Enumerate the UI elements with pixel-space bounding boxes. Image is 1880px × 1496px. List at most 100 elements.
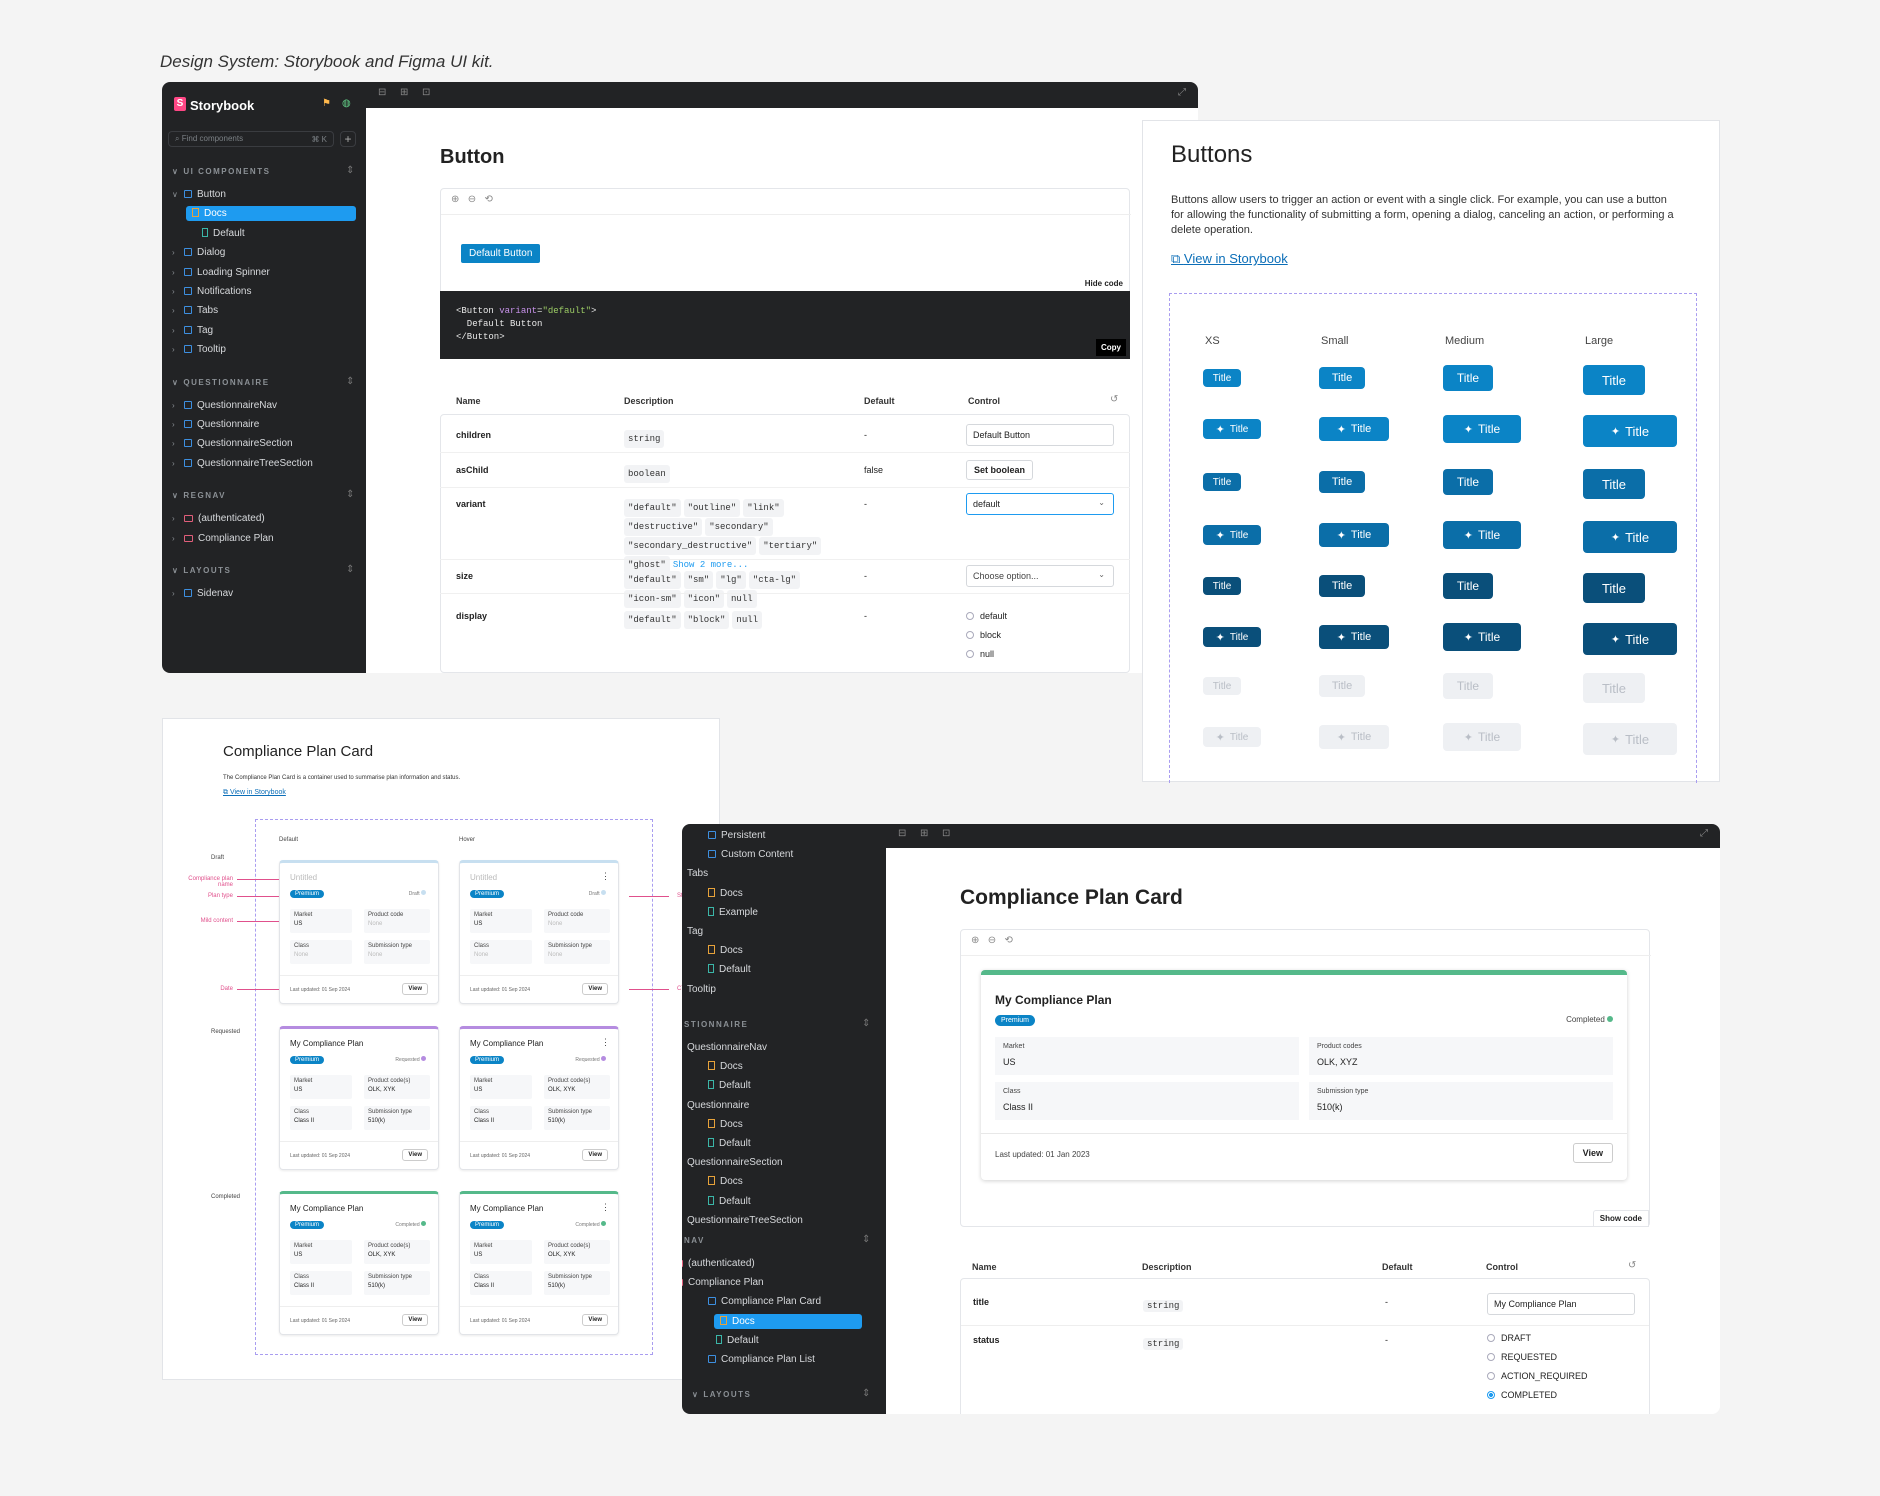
plan-card[interactable]: Untitled Premium Draft Market US Product cod… <box>279 860 439 1004</box>
status-radio[interactable]: COMPLETED <box>1487 1390 1557 1400</box>
title-button[interactable]: Title <box>1319 675 1365 697</box>
children-input[interactable]: Default Button <box>966 424 1114 446</box>
sidebar-item[interactable]: Default <box>708 1138 751 1149</box>
icon-title-button[interactable]: ✦ Title <box>1583 623 1677 655</box>
plan-card[interactable]: My Compliance Plan ⋮ Premium Completed Mark… <box>459 1191 619 1335</box>
zoom-out-icon[interactable]: ⊖ <box>467 194 477 205</box>
view-button[interactable]: View <box>402 1314 428 1326</box>
sidebar-item[interactable]: Docs <box>714 1313 862 1329</box>
chevron-right-icon[interactable]: › <box>172 420 175 429</box>
display-radio[interactable]: null <box>966 649 994 659</box>
display-radio[interactable]: block <box>966 630 1001 640</box>
reset-icon[interactable]: ↺ <box>1110 394 1119 405</box>
sidebar-item[interactable]: Default <box>708 1080 751 1091</box>
reset-icon[interactable]: ↺ <box>1628 1260 1637 1271</box>
grid-icon[interactable]: ⊞ <box>400 87 409 98</box>
title-button[interactable]: Title <box>1203 369 1241 387</box>
status-radio[interactable]: REQUESTED <box>1487 1352 1557 1362</box>
chevron-right-icon[interactable]: › <box>172 533 175 543</box>
title-button[interactable]: Title <box>1319 575 1365 597</box>
search-input[interactable]: ⌕ Find components ⌘ K <box>168 131 334 147</box>
zoom-reset-icon[interactable]: ⟲ <box>1004 935 1013 946</box>
collapse-icon[interactable]: ⇕ <box>862 1388 871 1399</box>
sidebar-item[interactable]: Questionnaire <box>184 419 259 430</box>
fullscreen-icon[interactable]: ⤢ <box>1178 87 1186 98</box>
title-button[interactable]: Title <box>1583 469 1645 499</box>
title-button[interactable]: Title <box>1319 471 1365 493</box>
sidebar-item[interactable]: Tabs <box>682 868 708 879</box>
collapse-icon[interactable]: ⇕ <box>346 375 355 387</box>
sidebar-item[interactable]: Persistent <box>708 830 765 841</box>
sidebar-item[interactable]: QuestionnaireSection <box>184 438 293 449</box>
section-header[interactable]: ∨ UI COMPONENTS <box>172 167 270 176</box>
collapse-icon[interactable]: ⇕ <box>346 564 355 575</box>
status-radio[interactable]: ACTION_REQUIRED <box>1487 1371 1588 1381</box>
collapse-icon[interactable]: ⇕ <box>346 489 355 501</box>
icon-title-button[interactable]: ✦ Title <box>1443 521 1521 549</box>
sidebar-item[interactable]: Docs <box>708 1176 743 1187</box>
size-select[interactable]: Choose option... ⌄ <box>966 565 1114 587</box>
sidebar-item[interactable]: Tabs <box>184 305 218 316</box>
collapse-icon[interactable]: ⇕ <box>862 1234 871 1245</box>
view-button[interactable]: View <box>402 983 428 995</box>
icon-title-button[interactable]: ✦ Title <box>1583 521 1677 553</box>
sidebar-item[interactable]: (authenticated) <box>682 1258 755 1269</box>
view-button[interactable]: View <box>582 983 608 995</box>
sidebar-item[interactable]: Docs <box>186 206 356 222</box>
hide-code-button[interactable]: Hide code <box>1084 279 1123 288</box>
icon-title-button[interactable]: ✦ Title <box>1319 725 1389 749</box>
sidebar-item[interactable]: Notifications <box>184 286 251 297</box>
frame-icon[interactable]: ⊡ <box>422 87 431 98</box>
variant-select[interactable]: default ⌄ <box>966 493 1114 515</box>
sidebar-item[interactable]: Questionnaire <box>682 1100 749 1111</box>
grid-icon[interactable]: ⊞ <box>920 828 929 839</box>
icon-title-button[interactable]: ✦ Title <box>1583 415 1677 447</box>
plan-card[interactable]: My Compliance Plan Premium Requested Marke… <box>279 1026 439 1170</box>
icon-title-button[interactable]: ✦ Title <box>1203 727 1261 747</box>
collapse-icon[interactable]: ⇕ <box>862 1018 871 1029</box>
sidebar-item[interactable]: QuestionnaireSection <box>682 1157 783 1168</box>
sidebar-item[interactable]: Default <box>708 1195 751 1207</box>
add-icon[interactable]: + <box>340 131 356 147</box>
fullscreen-icon[interactable]: ⤢ <box>1700 828 1708 839</box>
view-button[interactable]: View <box>582 1314 608 1326</box>
zoom-reset-icon[interactable]: ⟲ <box>484 194 493 205</box>
more-icon[interactable]: ⋮ <box>601 1202 610 1212</box>
chevron-down-icon[interactable]: ∨ <box>172 190 178 199</box>
title-input[interactable]: My Compliance Plan <box>1487 1293 1635 1315</box>
chevron-right-icon[interactable]: › <box>172 345 175 355</box>
flag-icon[interactable]: ⚑ <box>322 98 331 109</box>
zoom-in-tool-icon[interactable]: ⊟ <box>378 87 387 98</box>
sidebar-item[interactable]: Docs <box>708 945 743 956</box>
sidebar-item[interactable]: Button <box>184 189 226 200</box>
show-code-button[interactable]: Show code <box>1592 1210 1649 1227</box>
chevron-right-icon[interactable]: › <box>172 248 175 258</box>
display-radio[interactable]: default <box>966 611 1007 621</box>
sidebar-item[interactable]: Custom Content <box>708 849 793 860</box>
title-button[interactable]: Title <box>1203 677 1241 695</box>
sidebar-item[interactable]: Tooltip <box>184 344 226 355</box>
set-boolean-button[interactable]: Set boolean <box>966 460 1034 480</box>
chevron-right-icon[interactable]: › <box>172 400 175 410</box>
refresh-icon[interactable]: ◍ <box>342 98 351 109</box>
sidebar-item[interactable]: Docs <box>708 1118 743 1130</box>
sidebar-item[interactable]: Tag <box>184 325 213 336</box>
frame-icon[interactable]: ⊡ <box>942 828 951 839</box>
plan-card[interactable]: Untitled ⋮ Premium Draft Market US Product co… <box>459 860 619 1004</box>
sidebar-item[interactable]: Docs <box>708 887 743 899</box>
default-button[interactable]: Default Button <box>461 244 541 263</box>
zoom-in-icon[interactable]: ⊕ <box>971 935 980 946</box>
icon-title-button[interactable]: ✦ Title <box>1319 523 1389 547</box>
icon-title-button[interactable]: ✦ Title <box>1583 723 1677 755</box>
view-button[interactable]: View <box>402 1149 428 1161</box>
zoom-in-icon[interactable]: ⊕ <box>451 194 460 205</box>
title-button[interactable]: Title <box>1443 673 1493 699</box>
title-button[interactable]: Title <box>1319 367 1365 389</box>
sidebar-item[interactable]: Compliance Plan List <box>708 1354 815 1365</box>
section-header[interactable]: ∨ REGNAV <box>172 491 226 500</box>
title-button[interactable]: Title <box>1443 573 1493 599</box>
status-radio[interactable]: DRAFT <box>1487 1333 1531 1343</box>
copy-button[interactable]: Copy <box>1096 339 1126 356</box>
cp-view-link[interactable]: ⧉ View in Storybook <box>223 789 286 796</box>
title-button[interactable]: Title <box>1583 573 1645 603</box>
